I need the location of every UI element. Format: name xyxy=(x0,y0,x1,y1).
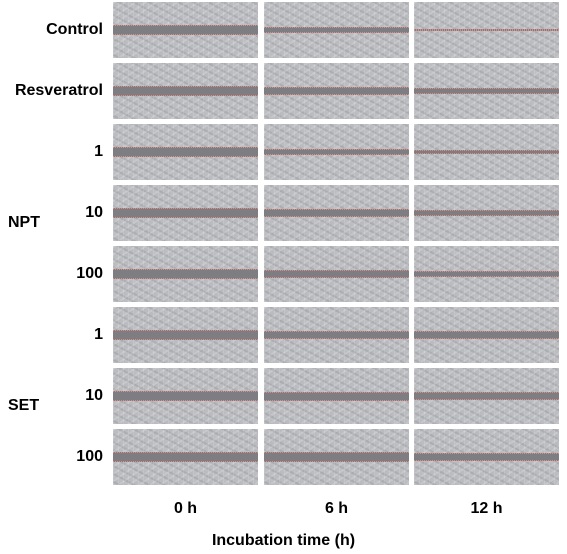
wound-gap xyxy=(113,25,258,35)
group-label: NPT xyxy=(8,214,40,231)
micrograph-tile xyxy=(414,429,559,485)
micrograph-tile xyxy=(414,2,559,58)
group-label: SET xyxy=(8,397,40,414)
row-label: 1 xyxy=(94,326,103,343)
micrograph-tile xyxy=(113,307,258,363)
row-label: Resveratrol xyxy=(14,82,103,99)
column-label: 12 h xyxy=(470,500,503,517)
wound-gap xyxy=(113,269,258,279)
wound-gap xyxy=(113,330,258,340)
row-label: 100 xyxy=(76,448,103,465)
wound-gap xyxy=(264,209,409,217)
wound-gap xyxy=(113,208,258,218)
wound-gap xyxy=(264,87,409,95)
micrograph-tile xyxy=(113,368,258,424)
wound-gap xyxy=(264,330,409,340)
wound-gap xyxy=(113,391,258,401)
micrograph-tile xyxy=(264,185,409,241)
wound-gap xyxy=(414,452,559,462)
row-label: 10 xyxy=(85,387,103,404)
micrograph-tile xyxy=(264,246,409,302)
wound-gap xyxy=(414,331,559,339)
micrograph-tile xyxy=(414,124,559,180)
wound-gap xyxy=(264,269,409,279)
micrograph-tile xyxy=(113,63,258,119)
micrograph-tile xyxy=(113,246,258,302)
micrograph-tile xyxy=(264,429,409,485)
micrograph-tile xyxy=(264,63,409,119)
micrograph-tile xyxy=(264,307,409,363)
micrograph-tile xyxy=(414,368,559,424)
x-axis-title: Incubation time (h) xyxy=(211,532,356,549)
micrograph-tile xyxy=(414,63,559,119)
wound-gap xyxy=(414,271,559,277)
wound-gap xyxy=(113,452,258,462)
row-label: 10 xyxy=(85,204,103,221)
micrograph-tile xyxy=(113,185,258,241)
row-label: 100 xyxy=(76,265,103,282)
wound-gap xyxy=(264,391,409,401)
wound-gap xyxy=(414,210,559,216)
micrograph-tile xyxy=(414,246,559,302)
column-label: 0 h xyxy=(173,500,198,517)
wound-gap xyxy=(414,87,559,95)
micrograph-tile xyxy=(414,185,559,241)
wound-gap xyxy=(113,147,258,157)
micrograph-tile xyxy=(113,429,258,485)
wound-gap xyxy=(264,452,409,462)
wound-gap xyxy=(414,149,559,155)
micrograph-tile xyxy=(264,124,409,180)
column-label: 6 h xyxy=(324,500,349,517)
micrograph-tile xyxy=(264,2,409,58)
wound-gap xyxy=(264,149,409,155)
micrograph-tile xyxy=(113,124,258,180)
wound-gap xyxy=(264,27,409,33)
micrograph-tile xyxy=(113,2,258,58)
row-label: Control xyxy=(46,21,103,38)
row-label: 1 xyxy=(94,143,103,160)
wound-gap xyxy=(113,86,258,96)
wound-gap xyxy=(414,392,559,400)
micrograph-tile xyxy=(414,307,559,363)
wound-gap xyxy=(414,29,559,31)
micrograph-tile xyxy=(264,368,409,424)
